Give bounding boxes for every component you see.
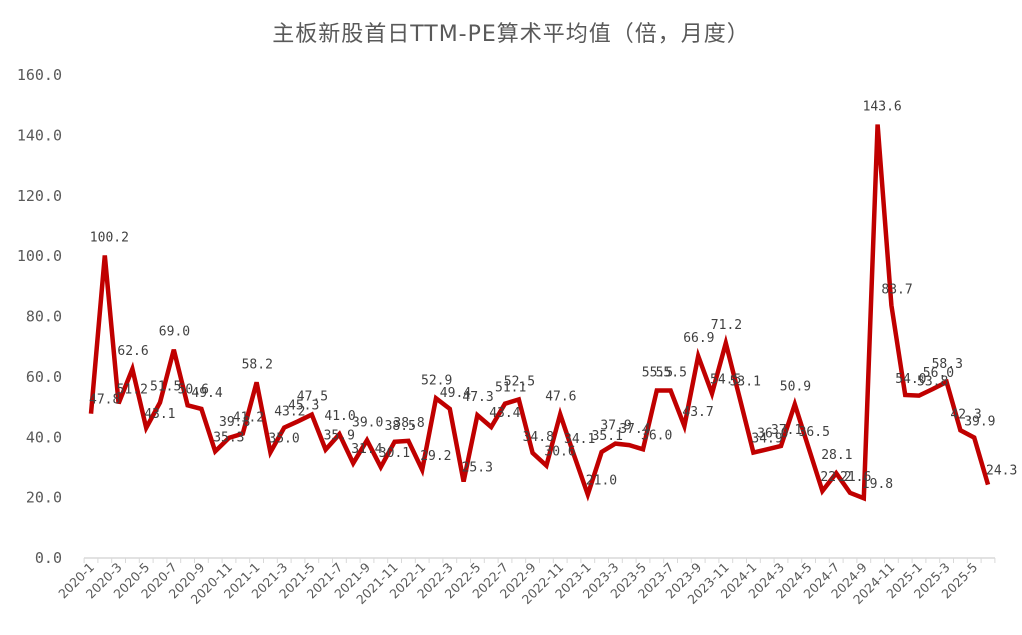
data-label: 43.1 [144, 407, 175, 422]
data-label: 35.1 [592, 429, 623, 444]
data-label: 42.3 [950, 407, 981, 422]
data-label: 34.9 [751, 432, 782, 447]
x-axis: 2020-12020-32020-52020-72020-92020-11202… [55, 557, 996, 607]
data-label: 53.8 [917, 375, 948, 390]
data-label: 19.8 [862, 477, 893, 492]
data-label: 54.5 [710, 372, 741, 387]
data-label: 41.2 [233, 411, 264, 426]
data-label: 51.1 [495, 381, 526, 396]
data-label: 52.9 [421, 373, 452, 388]
data-label: 55.5 [656, 365, 687, 380]
data-label: 34.8 [523, 430, 554, 445]
data-label: 62.6 [117, 344, 148, 359]
y-tick-label: 60.0 [26, 368, 62, 386]
data-label: 31.4 [351, 442, 382, 457]
data-label: 66.9 [683, 331, 714, 346]
data-label: 38.5 [385, 419, 416, 434]
y-tick-label: 20.0 [26, 489, 62, 507]
data-label: 55.5 [642, 365, 673, 380]
data-label: 51.5 [150, 380, 181, 395]
y-tick-label: 160.0 [17, 66, 62, 84]
data-label: 39.0 [352, 415, 383, 430]
data-label: 58.3 [932, 357, 963, 372]
data-label: 37.9 [600, 419, 631, 434]
data-label: 34.1 [564, 432, 595, 447]
data-label: 39.8 [219, 415, 250, 430]
y-tick-label: 80.0 [26, 308, 62, 326]
data-label: 24.3 [986, 464, 1017, 479]
data-label: 54.0 [895, 372, 926, 387]
data-line [88, 124, 991, 502]
data-label: 35.0 [268, 431, 299, 446]
data-label: 29.2 [420, 449, 451, 464]
data-label: 83.7 [881, 282, 912, 297]
data-label: 25.3 [462, 461, 493, 476]
data-label: 21.6 [840, 470, 871, 485]
y-tick-label: 40.0 [26, 428, 62, 446]
data-label: 52.5 [504, 375, 535, 390]
data-label: 36.0 [641, 428, 672, 443]
data-label: 28.1 [821, 448, 852, 463]
data-label: 36.0 [757, 426, 788, 441]
y-tick-label: 140.0 [17, 126, 62, 144]
data-label: 50.9 [780, 379, 811, 394]
chart-title: 主板新股首日TTM-PE算术平均值（倍，月度） [272, 22, 750, 47]
data-label: 30.1 [379, 446, 410, 461]
data-label: 30.6 [544, 445, 575, 460]
data-label: 47.5 [297, 390, 328, 405]
data-label: 58.2 [242, 357, 273, 372]
y-tick-label: 120.0 [17, 187, 62, 205]
data-label: 49.4 [191, 386, 222, 401]
data-label: 53.1 [730, 375, 761, 390]
data-label: 51.2 [117, 382, 148, 397]
data-label: 43.4 [489, 406, 520, 421]
data-label: 22.2 [820, 470, 851, 485]
y-tick-label: 0.0 [35, 549, 62, 567]
data-label: 43.7 [682, 405, 713, 420]
data-label: 47.8 [89, 393, 120, 408]
data-labels: 47.8100.251.262.643.151.569.050.649.435.… [89, 100, 1017, 493]
data-label: 36.5 [799, 425, 830, 440]
data-label: 47.3 [462, 390, 493, 405]
data-label: 49.4 [440, 386, 471, 401]
data-label: 41.0 [324, 409, 355, 424]
data-label: 37.4 [619, 422, 650, 437]
data-label: 100.2 [90, 231, 129, 246]
data-label: 35.3 [213, 430, 244, 445]
y-axis: 0.0 20.0 40.0 60.0 80.0 100.0 120.0 140.0 160.0 [17, 66, 62, 567]
data-label: 69.0 [159, 325, 190, 340]
data-label: 43.2 [274, 405, 305, 420]
data-label: 21.0 [586, 474, 617, 489]
series-line [88, 124, 991, 502]
data-label: 39.9 [964, 415, 995, 430]
data-label: 38.8 [393, 416, 424, 431]
data-label: 143.6 [863, 100, 902, 115]
data-label: 71.2 [711, 318, 742, 333]
data-label: 37.1 [771, 423, 802, 438]
data-label: 45.3 [288, 398, 319, 413]
data-label: 35.9 [324, 429, 355, 444]
data-label: 56.0 [923, 366, 954, 381]
data-label: 47.6 [545, 389, 576, 404]
data-label: 50.6 [178, 382, 209, 397]
y-tick-label: 100.0 [17, 247, 62, 265]
